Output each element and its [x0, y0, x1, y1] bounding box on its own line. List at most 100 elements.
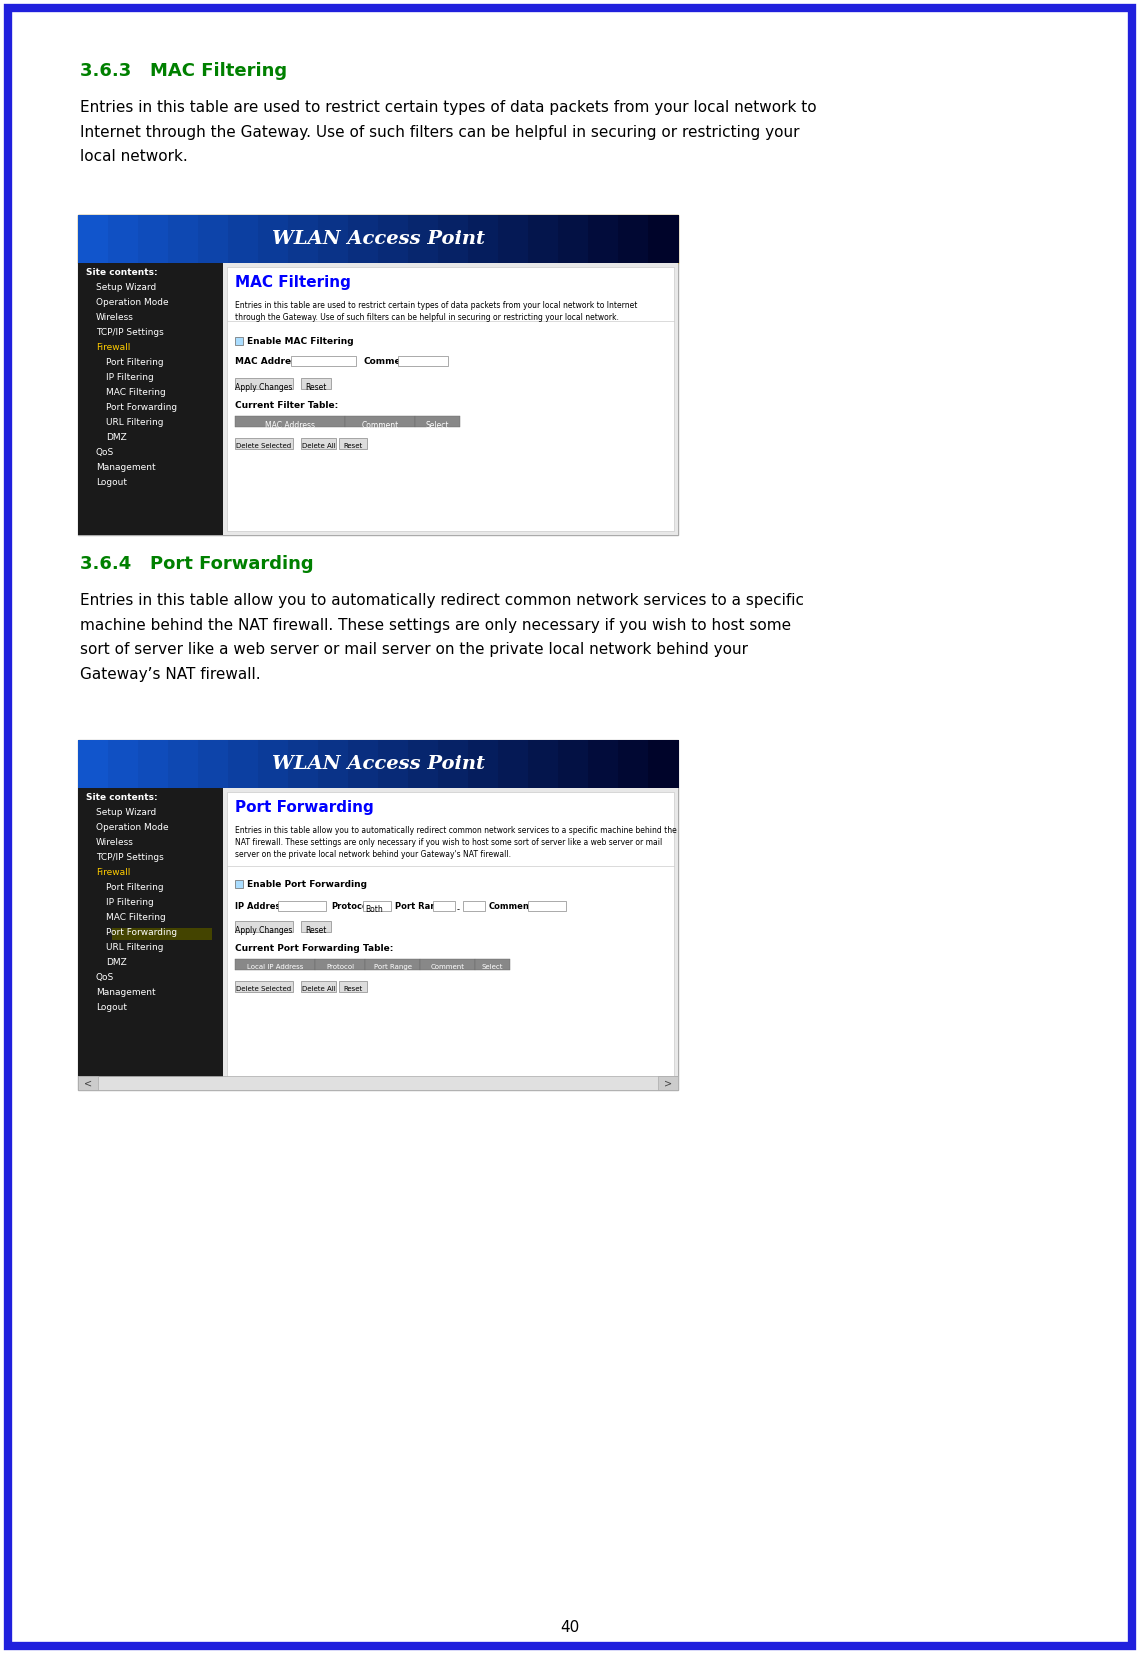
Text: Port Forwarding: Port Forwarding [235, 801, 374, 815]
Text: MAC Filtering: MAC Filtering [106, 913, 165, 921]
Bar [235, 959, 315, 969]
Text: -: - [457, 905, 461, 915]
Text: MAC Filtering: MAC Filtering [235, 275, 351, 289]
Bar [438, 739, 469, 787]
Text: IP Address:: IP Address: [235, 901, 288, 911]
Bar [363, 901, 391, 911]
Bar [235, 438, 293, 448]
Text: Logout: Logout [96, 1002, 127, 1012]
Bar [228, 739, 259, 787]
Text: Setup Wizard: Setup Wizard [96, 283, 156, 293]
Bar [618, 215, 649, 263]
Text: Delete Selected: Delete Selected [236, 443, 292, 448]
Text: >: > [663, 1078, 673, 1088]
Text: Select: Select [425, 422, 449, 430]
Text: URL Filtering: URL Filtering [106, 943, 163, 953]
Text: Entries in this table are used to restrict certain types of data packets from yo: Entries in this table are used to restri… [80, 99, 816, 164]
Text: 40: 40 [561, 1619, 579, 1636]
Bar [398, 356, 448, 366]
Bar [528, 901, 565, 911]
Text: WLAN Access Point: WLAN Access Point [271, 754, 484, 772]
Bar [469, 739, 499, 787]
Text: MAC Filtering: MAC Filtering [106, 389, 165, 397]
Bar [528, 739, 559, 787]
Bar [498, 739, 529, 787]
Text: QoS: QoS [96, 448, 114, 457]
Text: Entries in this table allow you to automatically redirect common network service: Entries in this table allow you to autom… [235, 825, 677, 858]
Bar [648, 739, 679, 787]
Text: Firewall: Firewall [96, 868, 130, 877]
Text: Firewall: Firewall [96, 342, 130, 352]
Bar [557, 215, 589, 263]
Bar [433, 901, 455, 911]
Bar [235, 379, 293, 389]
Text: Apply Changes: Apply Changes [235, 926, 293, 935]
Bar [258, 215, 290, 263]
Text: Port Range:: Port Range: [394, 901, 451, 911]
Bar [408, 215, 439, 263]
Bar [475, 959, 510, 969]
Bar [557, 739, 589, 787]
Bar [198, 215, 229, 263]
Text: Reset: Reset [343, 986, 363, 992]
Bar [78, 739, 109, 787]
Text: Protocol:: Protocol: [331, 901, 374, 911]
Bar [235, 981, 293, 992]
Text: URL Filtering: URL Filtering [106, 418, 163, 427]
Text: Comment:: Comment: [363, 357, 415, 366]
Text: Select: Select [482, 964, 503, 969]
Text: Management: Management [96, 987, 156, 997]
Text: Comment: Comment [361, 422, 399, 430]
Bar [235, 337, 243, 346]
Bar [365, 959, 420, 969]
Bar [108, 739, 139, 787]
Bar [408, 739, 439, 787]
Bar [339, 981, 367, 992]
Bar [227, 266, 674, 531]
Text: Management: Management [96, 463, 156, 471]
Bar [228, 215, 259, 263]
Text: Local IP Address: Local IP Address [247, 964, 303, 969]
Text: Current Filter Table:: Current Filter Table: [235, 400, 339, 410]
Bar [415, 417, 461, 427]
Bar [78, 739, 678, 1090]
Bar [278, 901, 326, 911]
Text: Site contents:: Site contents: [86, 792, 157, 802]
Text: IP Filtering: IP Filtering [106, 898, 154, 906]
Bar [223, 263, 678, 534]
Bar [288, 215, 319, 263]
Text: MAC Address: MAC Address [264, 422, 315, 430]
Text: Port Forwarding: Port Forwarding [106, 404, 177, 412]
Text: Reset: Reset [306, 384, 327, 392]
Bar [78, 787, 223, 1090]
Text: Port Forwarding: Port Forwarding [106, 928, 177, 938]
Text: Delete All: Delete All [302, 986, 335, 992]
Bar [528, 215, 559, 263]
Bar [108, 215, 139, 263]
Bar [78, 263, 223, 534]
Text: TCP/IP Settings: TCP/IP Settings [96, 853, 164, 862]
Bar [318, 215, 349, 263]
Text: Port Range: Port Range [374, 964, 412, 969]
Bar [648, 215, 679, 263]
Bar [301, 921, 331, 931]
Text: DMZ: DMZ [106, 433, 127, 442]
Bar [291, 356, 356, 366]
Text: Operation Mode: Operation Mode [96, 824, 169, 832]
Bar [138, 215, 169, 263]
Text: IP Filtering: IP Filtering [106, 374, 154, 382]
Text: Entries in this table allow you to automatically redirect common network service: Entries in this table allow you to autom… [80, 594, 804, 681]
Bar [348, 215, 378, 263]
Text: Logout: Logout [96, 478, 127, 486]
Text: MAC Address:: MAC Address: [235, 357, 306, 366]
Bar [235, 417, 345, 427]
Text: 3.6.4   Port Forwarding: 3.6.4 Port Forwarding [80, 556, 314, 572]
Text: TCP/IP Settings: TCP/IP Settings [96, 327, 164, 337]
Bar [378, 739, 409, 787]
Bar [78, 215, 678, 534]
Text: Setup Wizard: Setup Wizard [96, 809, 156, 817]
Bar [588, 739, 619, 787]
Text: QoS: QoS [96, 973, 114, 982]
Text: Comment:: Comment: [489, 901, 537, 911]
Bar [198, 739, 229, 787]
